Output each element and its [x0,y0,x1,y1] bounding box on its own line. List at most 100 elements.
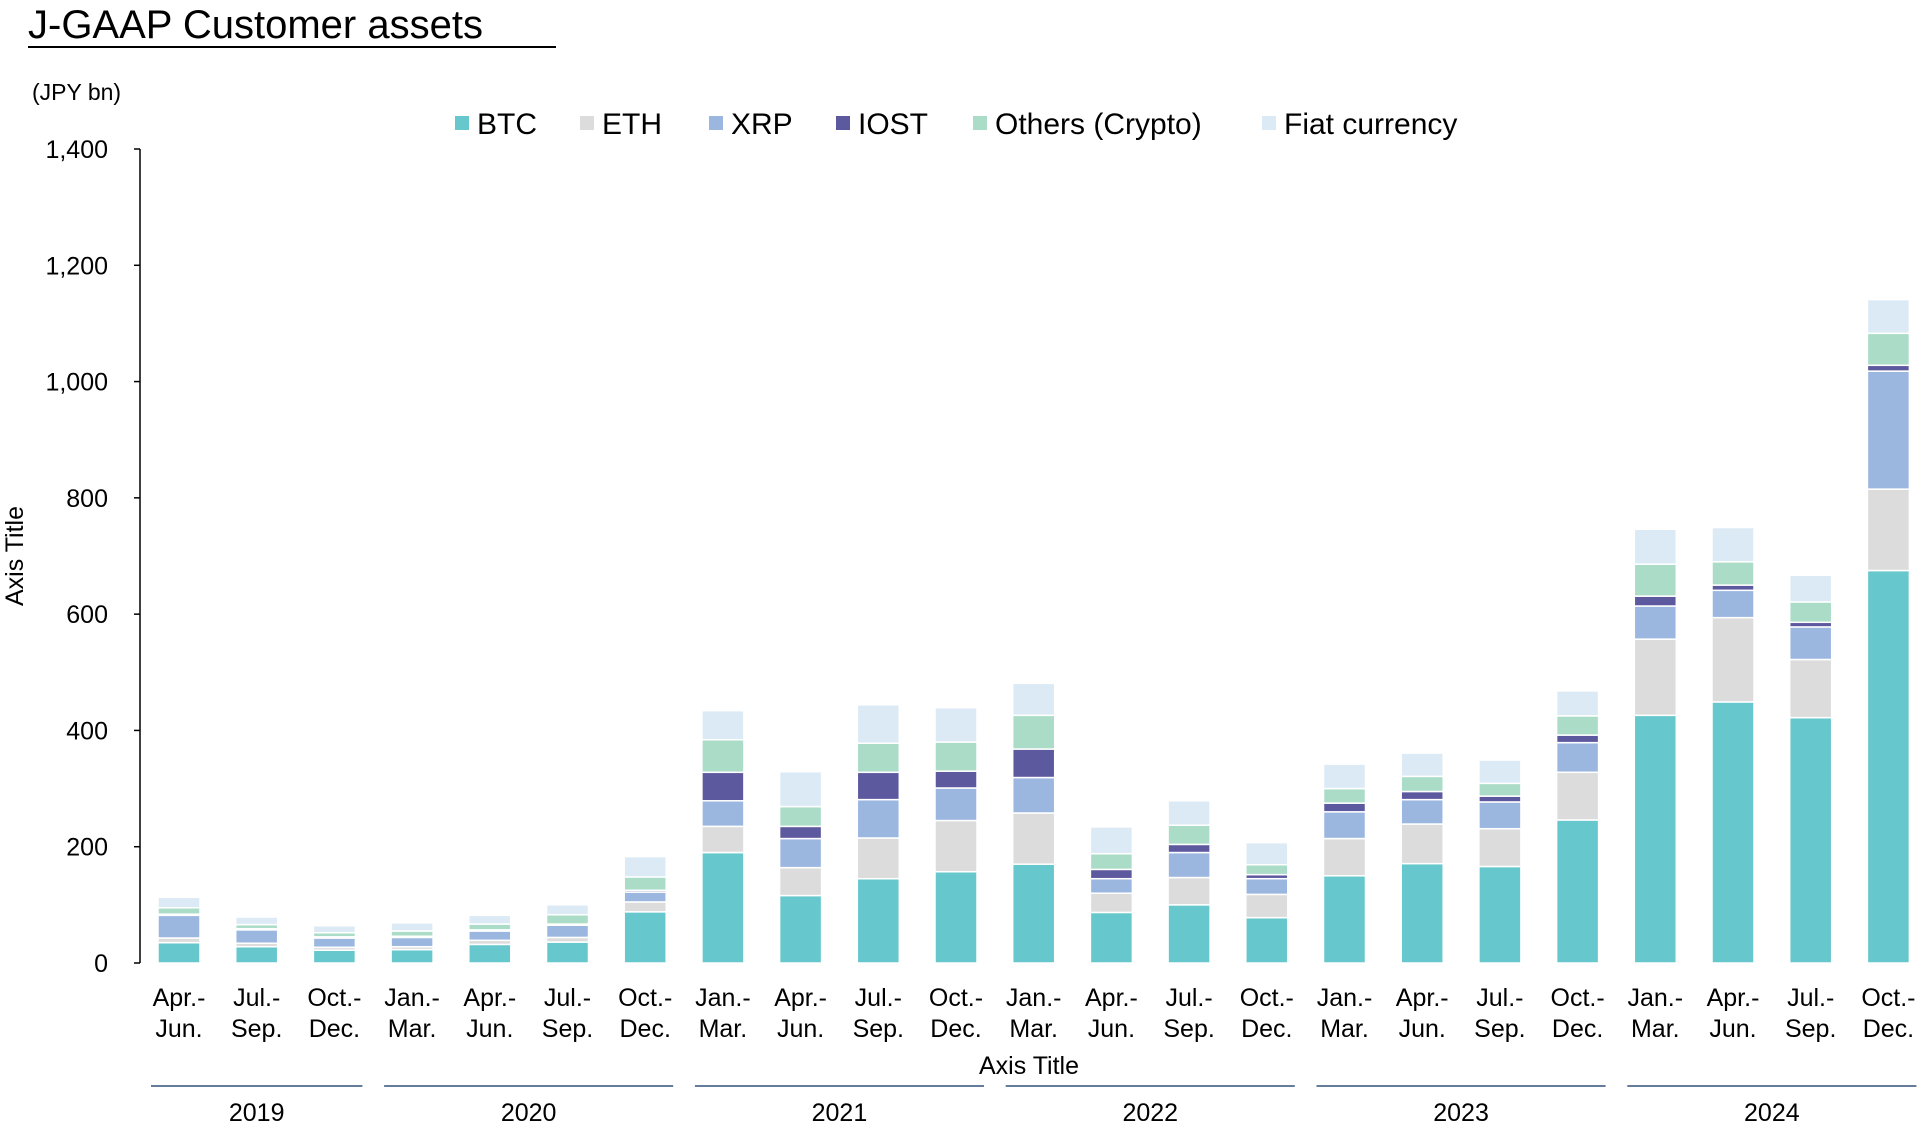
bar-segment [1788,601,1833,624]
year-label: 2022 [1122,1099,1178,1127]
bar-segment [1167,800,1211,826]
bar-segment [778,770,823,808]
x-tick-label: Dec. [1241,1015,1292,1043]
x-tick-label: Mar. [699,1015,748,1043]
y-tick-label: 600 [66,601,108,629]
x-tick-label: Apr.- [153,984,206,1012]
bar-segment [545,904,590,916]
bar-segment [545,913,590,925]
bar-segment [856,704,901,744]
bar-segment [1555,734,1600,744]
bar-segment [1555,741,1600,774]
x-tick-label: Apr.- [774,984,827,1012]
x-axis-title: Axis Title [979,1052,1079,1080]
bar-segment [856,742,901,774]
bar-segment [1866,298,1911,335]
bar-segment [1089,852,1134,871]
x-tick-label: Oct.- [929,984,983,1012]
bar-segment [1011,714,1056,750]
bar-segment [390,930,434,938]
x-tick-label: Jun. [1399,1015,1446,1043]
bar-segment [934,819,978,873]
legend-item: IOST [836,108,928,141]
bar-segment [934,770,978,789]
legend-item: XRP [709,108,793,141]
bar-stack [1089,826,1134,964]
bar-segment [778,894,823,964]
y-tick-label: 1,200 [45,252,108,280]
bar-segment [1866,364,1911,372]
x-tick-label: Oct.- [1551,984,1605,1012]
bar-segment [1167,904,1211,964]
x-tick-label: Jun. [155,1015,202,1043]
bar-segment [778,825,823,840]
bar-stack [1322,763,1367,964]
x-tick-label: Oct.- [1861,984,1915,1012]
bar-segment [234,929,279,944]
legend-item: Fiat currency [1262,108,1457,141]
bar-segment [1866,569,1911,964]
bar-segment [1167,824,1211,846]
x-tick-label: Jan.- [1628,984,1684,1012]
legend-swatch [709,116,723,130]
bar-segment [1633,714,1678,964]
bar-segment [390,922,434,932]
x-tick-label: Dec. [619,1015,670,1043]
bar-segment [778,805,823,828]
bar-segment [1555,771,1600,821]
legend-label: ETH [602,108,662,141]
bar-segment [1322,837,1367,877]
bar-segment [1478,759,1522,785]
x-tick-label: Sep. [231,1015,282,1043]
bars [157,298,1911,964]
bar-segment [157,914,201,939]
bar-segment [234,916,279,926]
bar-segment [934,707,978,743]
y-axis: 0 200 400 600 800 1,000 1,200 1,400 [45,136,141,978]
bar-segment [1866,370,1911,490]
legend-label: IOST [858,108,928,141]
bar-segment [1555,819,1600,964]
x-tick-label: Jul.- [1476,984,1523,1012]
bar-segment [1478,795,1522,803]
bar-segment [468,914,512,925]
bar-segment [1711,526,1755,563]
bar-segment [701,825,745,854]
bar-segment [1400,790,1444,801]
x-tick-label: Oct.- [307,984,361,1012]
x-tick-label: Dec. [1552,1015,1603,1043]
x-tick-label: Jun. [777,1015,824,1043]
bar-segment [390,936,434,948]
legend-swatch [580,116,594,130]
bar-segment [1089,868,1134,880]
bar-segment [1400,823,1444,865]
year-label: 2020 [501,1099,557,1127]
legend-label: Fiat currency [1284,108,1457,141]
y-tick-label: 1,400 [45,136,108,164]
bar-segment [1167,876,1211,906]
bar-stack [1633,528,1678,964]
bar-segment [1711,616,1755,703]
year-label: 2021 [812,1099,868,1127]
y-axis-title: Axis Title [1,506,29,606]
bar-segment [468,930,512,942]
bar-segment [1245,893,1289,919]
bar-segment [1711,589,1755,619]
x-tick-label: Mar. [1631,1015,1680,1043]
unit-label: (JPY bn) [32,79,121,105]
bar-stack [1555,690,1600,964]
x-tick-label: Dec. [930,1015,981,1043]
bar-stack [1245,841,1289,964]
bar-segment [468,923,512,931]
bar-stack [1711,526,1755,964]
bar-segment [701,738,745,774]
legend-item: Others (Crypto) [973,108,1202,141]
bar-segment [1788,658,1833,719]
bar-segment [1478,827,1522,868]
bar-stack [312,925,357,964]
x-tick-label: Jun. [466,1015,513,1043]
bar-segment [701,800,745,828]
bar-segment [312,949,357,964]
bar-segment [856,798,901,839]
year-label: 2023 [1433,1099,1489,1127]
